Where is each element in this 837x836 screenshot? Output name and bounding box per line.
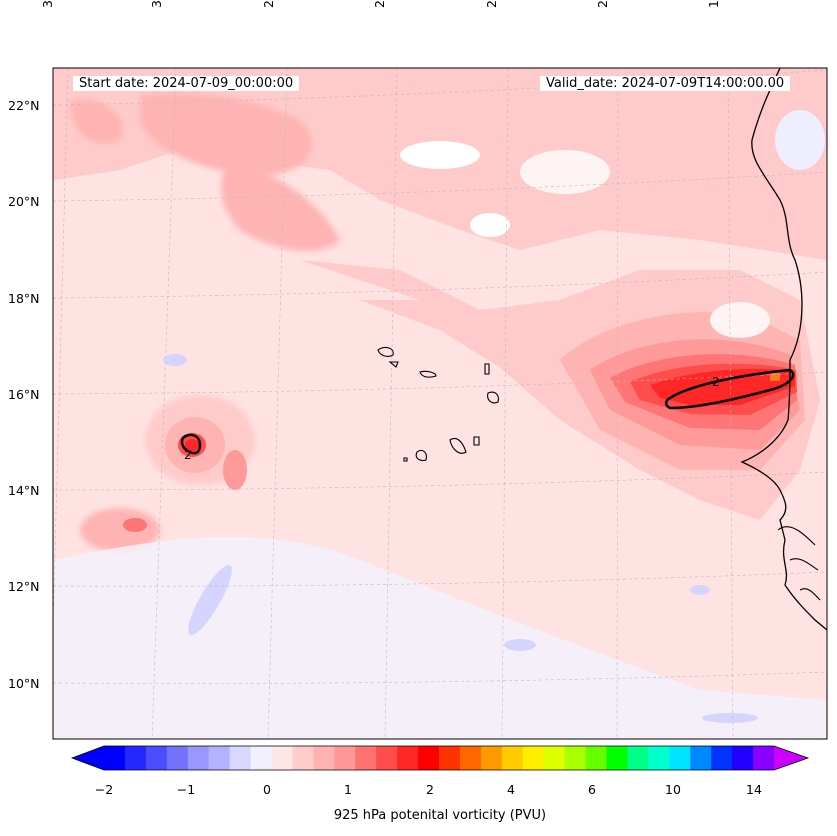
colorbar-segment — [313, 746, 335, 770]
valid-date-label: Valid_date: 2024-07-09T14:00:00.00 — [540, 76, 791, 91]
colorbar-segment — [271, 746, 293, 770]
lat-label: 16°N — [8, 387, 40, 402]
lon-label: 17.5°W — [706, 0, 721, 8]
colorbar-segment — [397, 746, 419, 770]
colorbar-segment — [104, 746, 126, 770]
lon-label: 30°W — [149, 0, 164, 8]
colorbar-segment — [564, 746, 587, 770]
colorbar-segment — [250, 746, 272, 770]
colorbar-tick: 0 — [263, 782, 271, 797]
colorbar-tick: 10 — [665, 782, 681, 797]
start-date-label: Start date: 2024-07-09_00:00:00 — [73, 76, 300, 91]
colorbar-label: 925 hPa potenital vorticity (PVU) — [333, 808, 547, 823]
lat-label: 22°N — [8, 98, 40, 113]
colorbar-outline — [70, 745, 810, 771]
colorbar-segment — [292, 746, 314, 770]
lon-label: 27.5°W — [261, 0, 276, 8]
lat-label: 20°N — [8, 194, 40, 209]
colorbar-segment — [145, 746, 168, 770]
colorbar-segment — [166, 746, 189, 770]
colorbar-segment — [501, 746, 524, 770]
colorbar-tick: 2 — [426, 782, 434, 797]
colorbar-segment — [543, 746, 566, 770]
colorbar-segment — [229, 746, 252, 770]
colorbar-segment — [355, 746, 377, 770]
colorbar-segment — [711, 746, 733, 770]
colorbar-segment — [753, 746, 775, 770]
colorbar-segment — [334, 746, 356, 770]
colorbar-segment — [376, 746, 398, 770]
colorbar-segment — [187, 746, 210, 770]
colorbar-segment — [627, 746, 649, 770]
colorbar-extend-high — [774, 746, 808, 770]
colorbar-tick: 14 — [746, 782, 762, 797]
contour-label: 2 — [184, 448, 192, 462]
lon-label: 20°W — [595, 0, 610, 8]
lat-label: 18°N — [8, 291, 40, 306]
colorbar-segment — [418, 746, 440, 770]
colorbar-segment — [585, 746, 607, 770]
colorbar — [70, 745, 810, 771]
colorbar-segment — [648, 746, 670, 770]
colorbar-segment — [522, 746, 545, 770]
lat-label: 12°N — [8, 579, 40, 594]
colorbar-tick: 6 — [588, 782, 596, 797]
contour-label: 2 — [712, 375, 720, 389]
map-field: 2 2 — [53, 68, 827, 739]
colorbar-segment — [439, 746, 461, 770]
lat-label: 14°N — [8, 483, 40, 498]
colorbar-tick: 1 — [344, 782, 352, 797]
lon-label: 25°W — [372, 0, 387, 8]
colorbar-segment — [208, 746, 231, 770]
colorbar-tick: −2 — [94, 782, 114, 797]
lon-label: 32.5°W — [40, 0, 55, 8]
colorbar-segment — [124, 746, 147, 770]
lon-label: 22.5°W — [484, 0, 499, 8]
colorbar-segment — [732, 746, 754, 770]
colorbar-segment — [606, 746, 628, 770]
colorbar-extend-low — [72, 746, 104, 770]
lat-label: 10°N — [8, 676, 40, 691]
colorbar-segment — [480, 746, 503, 770]
colorbar-tick: 4 — [507, 782, 515, 797]
colorbar-tick: −1 — [176, 782, 196, 797]
colorbar-segment — [690, 746, 712, 770]
colorbar-segment — [669, 746, 691, 770]
colorbar-segment — [459, 746, 482, 770]
